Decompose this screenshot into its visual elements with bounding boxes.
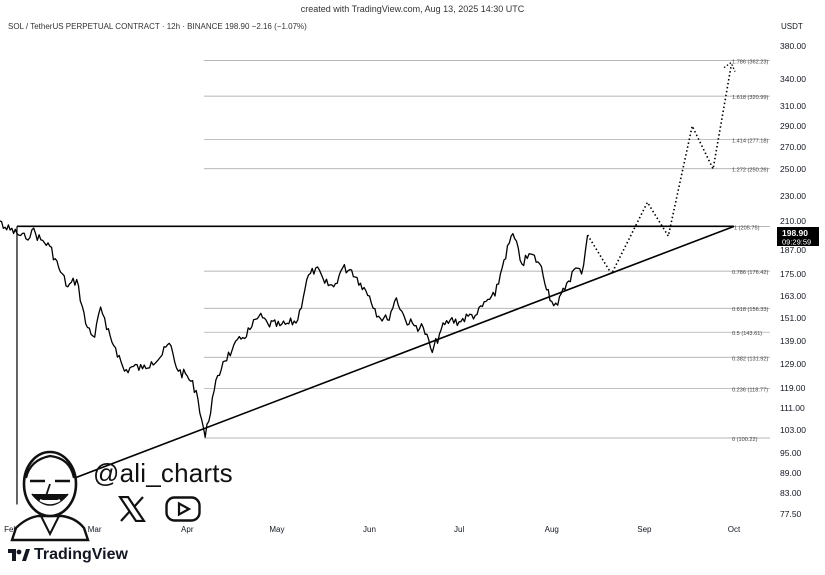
fib-levels-layer: 1.786 (362.23) 1.618 (320.99) 1.414 (277.1… (204, 60, 770, 443)
resistance-label: 1 (205.75) (734, 225, 760, 231)
y-tick-3: 290.00 (780, 121, 806, 131)
y-tick-16: 103.00 (780, 425, 806, 435)
price-series-line (0, 220, 589, 438)
x-tick-jul: Jul (454, 525, 464, 534)
series-layer (0, 61, 736, 438)
x-tick-sep: Sep (637, 525, 652, 534)
y-tick-2: 310.00 (780, 101, 806, 111)
tradingview-logo-icon (8, 549, 30, 561)
created-caption: created with TradingView.com, Aug 13, 20… (300, 4, 525, 14)
tradingview-wordmark: TradingView (34, 546, 128, 563)
y-tick-5: 250.00 (780, 164, 806, 174)
y-tick-15: 111.00 (780, 403, 805, 413)
youtube-icon[interactable] (165, 496, 201, 527)
y-tick-12: 139.00 (780, 336, 806, 346)
y-tick-19: 83.00 (780, 488, 802, 498)
y-tick-1: 340.00 (780, 74, 806, 84)
author-avatar-icon (10, 444, 92, 547)
x-tick-oct: Oct (728, 525, 741, 534)
y-tick-14: 119.00 (780, 383, 806, 393)
tradingview-brand: TradingView (8, 546, 128, 564)
price-axis-unit: USDT (781, 22, 803, 31)
price-badge-value: 198.90 (782, 228, 808, 238)
price-badge-countdown: 09:29:59 (782, 237, 811, 246)
projection-arrowhead (723, 61, 736, 72)
projection-path (586, 66, 732, 276)
fib-label-5: 0.786 (176.42) (732, 270, 769, 276)
fib-label-10: 0 (100.22) (732, 437, 758, 443)
y-tick-9: 175.00 (780, 269, 806, 279)
support-trendline (52, 225, 735, 488)
y-tick-7: 210.00 (780, 216, 806, 226)
y-tick-20: 77.50 (780, 509, 802, 519)
x-tick-may: May (269, 525, 284, 534)
y-tick-6: 230.00 (780, 191, 806, 201)
fib-label-9: 0.236 (118.77) (732, 388, 768, 394)
y-tick-8: 187.00 (780, 245, 806, 255)
price-badge (777, 226, 819, 246)
y-tick-0: 380.00 (780, 41, 806, 51)
y-tick-17: 95.00 (780, 448, 802, 458)
fib-label-0: 1.786 (362.23) (732, 60, 769, 66)
fib-label-6: 0.618 (156.33) (732, 307, 769, 313)
fib-label-1: 1.618 (320.99) (732, 95, 769, 101)
x-tick-feb: Feb (4, 525, 18, 534)
axis-layer: 380.00 340.00 310.00 290.00 270.00 250.00 230.… (4, 41, 819, 534)
fib-label-3: 1.272 (250.26) (732, 168, 769, 174)
x-tick-jun: Jun (363, 525, 376, 534)
x-tick-apr: Apr (181, 525, 194, 534)
x-tick-mar: Mar (88, 525, 102, 534)
guide-lines-layer: 1 (205.75) (16, 225, 760, 505)
y-tick-13: 129.00 (780, 359, 806, 369)
x-logo-icon[interactable] (117, 495, 147, 527)
y-tick-4: 270.00 (780, 142, 806, 152)
symbol-header: SOL / TetherUS PERPETUAL CONTRACT · 12h … (8, 22, 307, 31)
x-tick-aug: Aug (545, 525, 559, 534)
y-tick-18: 89.00 (780, 468, 802, 478)
y-tick-11: 151.00 (780, 313, 806, 323)
fib-label-8: 0.382 (131.92) (732, 356, 769, 362)
fib-label-7: 0.5 (143.61) (732, 331, 762, 337)
fib-label-2: 1.414 (277.18) (732, 138, 769, 144)
y-tick-10: 163.00 (780, 291, 806, 301)
author-handle: @ali_charts (93, 458, 233, 488)
